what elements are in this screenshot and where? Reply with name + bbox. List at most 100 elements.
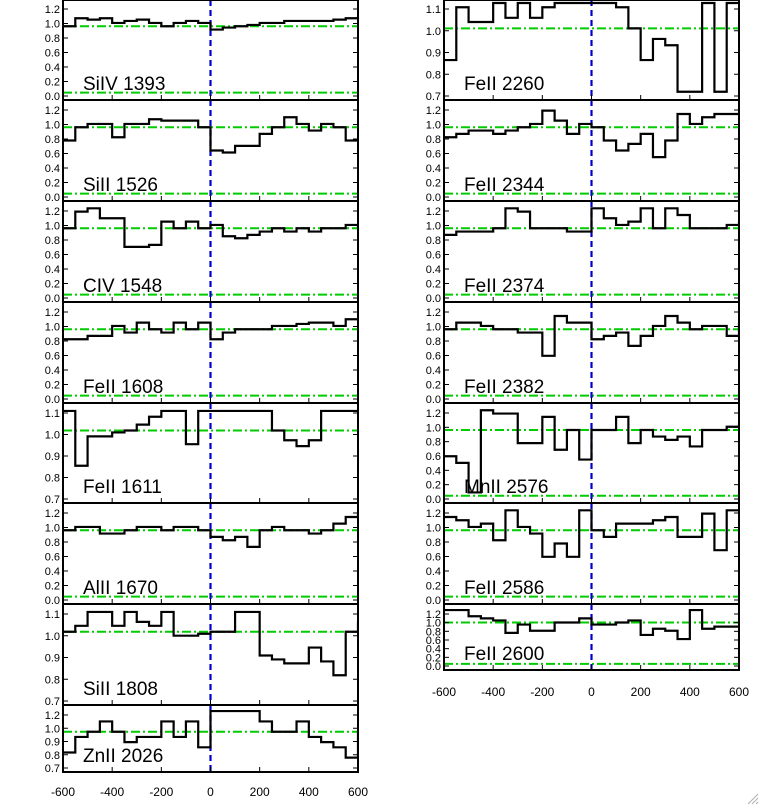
flux-spectrum-line	[444, 207, 739, 236]
ion-label: FeII 1611	[83, 477, 162, 498]
y-tick-label: 0.2	[45, 581, 60, 593]
y-tick-label: 1.0	[45, 19, 60, 31]
y-tick-label: 1.2	[45, 307, 60, 319]
panel-plot-area	[63, 604, 358, 705]
y-tick-label: 1.0	[426, 221, 441, 233]
y-tick-label: 0.2	[426, 279, 441, 291]
y-tick-label: 0.6	[45, 552, 60, 564]
y-tick-label: 0.6	[426, 552, 441, 564]
panel-plot-area	[63, 403, 358, 503]
panel-feii-1611: 1.1 1.0 0.9 0.8 0.7 FeII 1611	[45, 402, 359, 506]
y-tick-label: 1.2	[426, 408, 441, 420]
y-tick-label: 0.8	[45, 336, 60, 348]
flux-spectrum-line	[63, 610, 358, 677]
y-tick-label: 0.0	[426, 293, 441, 305]
x-tick-label: 0	[588, 685, 595, 699]
y-tick-label: 0.0	[426, 192, 441, 204]
panel-feii-2344: 1.2 1.0 0.8 0.6 0.4 0.2 0.0 FeII 2344	[426, 99, 740, 204]
panel-mnii-2576: 1.2 1.0 0.8 0.6 0.4 0.2 0.0 MnII 2576	[426, 402, 740, 506]
y-tick-label: 0.2	[426, 652, 441, 664]
y-tick-label: 0.2	[45, 77, 60, 89]
y-tick-label: 1.1	[45, 408, 60, 420]
y-tick-label: 1.2	[426, 206, 441, 218]
flux-spectrum-line	[63, 16, 358, 31]
y-tick-label: 0.8	[45, 473, 60, 485]
y-tick-label: 1.0	[426, 523, 441, 535]
y-tick-label: 0.2	[45, 178, 60, 190]
y-tick-label: 0.0	[45, 595, 60, 607]
y-tick-label: 0.6	[426, 351, 441, 363]
y-tick-label: 1.2	[45, 4, 60, 16]
y-tick-label: 0.7	[45, 696, 60, 708]
ion-label: MnII 2576	[464, 477, 549, 498]
flux-spectrum-line	[63, 409, 358, 467]
y-tick-label: 0.0	[426, 661, 441, 673]
y-tick-label: 0.2	[45, 279, 60, 291]
flux-spectrum-line	[444, 314, 739, 357]
y-tick-label: 0.4	[45, 566, 60, 578]
ion-label: SiIV 1393	[83, 74, 165, 95]
y-tick-label: 0.9	[45, 653, 60, 665]
panel-feii-2600: 1.21.00.80.60.40.20.0 FeII 2600	[426, 603, 740, 673]
y-tick-label: 0.8	[45, 235, 60, 247]
ion-label: FeII 2600	[464, 644, 544, 665]
ion-label: SiII 1808	[83, 679, 158, 700]
ion-label: FeII 2260	[464, 74, 544, 95]
y-tick-label: 0.8	[45, 537, 60, 549]
y-tick-label: 1.2	[426, 508, 441, 520]
x-tick-label: 200	[631, 685, 651, 699]
y-tick-label: 0.4	[426, 365, 441, 377]
panel-plot-area	[444, 201, 739, 302]
y-tick-label: 0.4	[426, 465, 441, 477]
y-tick-label: 1.0	[45, 430, 60, 442]
x-tick-label: 600	[729, 685, 749, 699]
panel-plot-area	[63, 302, 358, 403]
y-tick-label: 0.8	[426, 69, 441, 81]
y-tick-label: 0.8	[426, 537, 441, 549]
panel-plot-area	[63, 0, 358, 100]
ion-label: CIV 1548	[83, 276, 162, 297]
x-tick-label: -200	[530, 685, 554, 699]
y-tick-label: 0.4	[45, 264, 60, 276]
panel-civ-1548: 1.2 1.0 0.8 0.6 0.4 0.2 0.0 CIV 1548	[45, 200, 359, 305]
y-tick-label: 0.0	[426, 595, 441, 607]
y-tick-label: 0.0	[45, 293, 60, 305]
ion-label: FeII 1608	[83, 377, 163, 398]
y-tick-label: 0.9	[45, 737, 60, 749]
y-tick-label: 0.8	[426, 626, 441, 638]
y-tick-label: 0.0	[426, 394, 441, 406]
y-tick-label: 1.0	[45, 221, 60, 233]
y-tick-label: 1.2	[426, 307, 441, 319]
x-tick-label: 0	[207, 785, 214, 799]
panel-plot-area	[444, 100, 739, 201]
y-tick-label: 0.6	[426, 451, 441, 463]
y-tick-label: 0.7	[426, 91, 441, 103]
panel-plot-area	[63, 705, 358, 772]
y-tick-label: 0.8	[426, 336, 441, 348]
panel-feii-2382: 1.2 1.0 0.8 0.6 0.4 0.2 0.0 FeII 2382	[426, 301, 740, 406]
y-tick-label: 1.0	[426, 26, 441, 38]
y-tick-label: 1.1	[45, 609, 60, 621]
y-tick-label: 0.2	[426, 581, 441, 593]
y-tick-label: 0.8	[426, 235, 441, 247]
y-tick-label: 0.8	[45, 134, 60, 146]
y-tick-label: 0.4	[45, 62, 60, 74]
panel-feii-2374: 1.2 1.0 0.8 0.6 0.4 0.2 0.0 FeII 2374	[426, 200, 740, 305]
y-tick-label: 1.0	[45, 120, 60, 132]
resize-grip-icon[interactable]	[747, 793, 759, 805]
y-tick-label: 1.2	[45, 105, 60, 117]
x-tick-label: 400	[680, 685, 700, 699]
y-tick-label: 1.2	[426, 609, 441, 621]
panel-plot-area	[444, 302, 739, 403]
x-tick-label: 400	[299, 785, 319, 799]
x-tick-label: -600	[51, 785, 75, 799]
panel-siii-1526: 1.2 1.0 0.8 0.6 0.4 0.2 0.0 SiII 1526	[45, 99, 359, 204]
y-tick-label: 0.0	[426, 494, 441, 506]
y-tick-label: 0.0	[45, 394, 60, 406]
y-tick-label: 1.0	[426, 322, 441, 334]
y-tick-label: 0.2	[45, 380, 60, 392]
panel-plot-area	[63, 201, 358, 302]
y-tick-label: 0.6	[426, 149, 441, 161]
y-tick-label: 0.4	[426, 163, 441, 175]
